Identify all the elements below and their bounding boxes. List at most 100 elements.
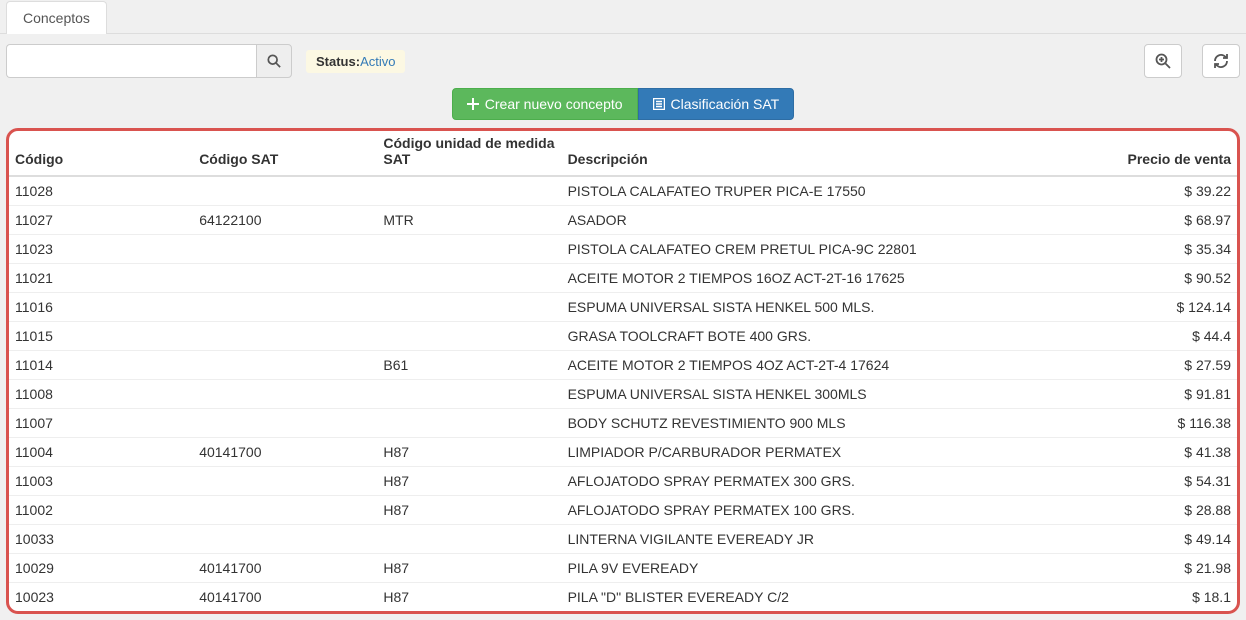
cell-codigo: 11004 (9, 438, 193, 467)
search-icon (267, 54, 281, 68)
table-row[interactable]: 11015 GRASA TOOLCRAFT BOTE 400 GRS.$ 44.4 (9, 322, 1237, 351)
cell-unidad (377, 176, 561, 206)
cell-descripcion: GRASA TOOLCRAFT BOTE 400 GRS. (562, 322, 1053, 351)
cell-codigo_sat (193, 293, 377, 322)
table-row[interactable]: 11028 PISTOLA CALAFATEO TRUPER PICA-E 175… (9, 176, 1237, 206)
cell-precio: $ 28.88 (1053, 496, 1237, 525)
cell-unidad (377, 380, 561, 409)
cell-codigo: 11028 (9, 176, 193, 206)
table-row[interactable]: 1002940141700H87PILA 9V EVEREADY$ 21.98 (9, 554, 1237, 583)
crear-concepto-button[interactable]: Crear nuevo concepto (452, 88, 638, 120)
cell-codigo_sat (193, 351, 377, 380)
tab-conceptos[interactable]: Conceptos (6, 1, 107, 34)
table-row[interactable]: 1002340141700H87PILA "D" BLISTER EVEREAD… (9, 583, 1237, 612)
table-row[interactable]: 11014 B61ACEITE MOTOR 2 TIEMPOS 4OZ ACT-2… (9, 351, 1237, 380)
table-row[interactable]: 11002H87AFLOJATODO SPRAY PERMATEX 100 GR… (9, 496, 1237, 525)
list-icon (653, 98, 665, 110)
crear-concepto-label: Crear nuevo concepto (485, 96, 623, 112)
col-descripcion[interactable]: Descripción (562, 131, 1053, 176)
cell-codigo_sat (193, 322, 377, 351)
cell-descripcion: LINTERNA VIGILANTE EVEREADY JR (562, 525, 1053, 554)
cell-codigo_sat (193, 467, 377, 496)
cell-codigo: 11003 (9, 467, 193, 496)
cell-codigo_sat (193, 496, 377, 525)
table-row[interactable]: 11008ESPUMA UNIVERSAL SISTA HENKEL 300ML… (9, 380, 1237, 409)
cell-codigo: 11014 (9, 351, 193, 380)
col-codigo[interactable]: Código (9, 131, 193, 176)
cell-codigo_sat (193, 264, 377, 293)
refresh-icon (1213, 53, 1229, 69)
cell-unidad: H87 (377, 496, 561, 525)
table-row[interactable]: 11016 ESPUMA UNIVERSAL SISTA HENKEL 500 M… (9, 293, 1237, 322)
col-unidad-sat[interactable]: Código unidad de medida SAT (377, 131, 561, 176)
cell-precio: $ 27.59 (1053, 351, 1237, 380)
table-row[interactable]: 1100440141700H87LIMPIADOR P/CARBURADOR P… (9, 438, 1237, 467)
refresh-button[interactable] (1202, 44, 1240, 78)
cell-codigo_sat (193, 176, 377, 206)
cell-codigo: 11007 (9, 409, 193, 438)
table-row[interactable]: 1102764122100MTRASADOR$ 68.97 (9, 206, 1237, 235)
cell-codigo_sat (193, 409, 377, 438)
table-row[interactable]: 11003H87AFLOJATODO SPRAY PERMATEX 300 GR… (9, 467, 1237, 496)
search-button[interactable] (256, 44, 292, 78)
cell-descripcion: ASADOR (562, 206, 1053, 235)
clasificacion-sat-button[interactable]: Clasificación SAT (638, 88, 795, 120)
search-input[interactable] (6, 44, 256, 78)
toolbar: Status:Activo (0, 33, 1246, 88)
cell-codigo: 11015 (9, 322, 193, 351)
cell-precio: $ 68.97 (1053, 206, 1237, 235)
status-label: Status: (316, 54, 360, 69)
zoom-in-icon (1155, 53, 1171, 69)
table-row[interactable]: 11023PISTOLA CALAFATEO CREM PRETUL PICA-… (9, 235, 1237, 264)
cell-unidad (377, 525, 561, 554)
cell-codigo: 10023 (9, 583, 193, 612)
cell-codigo_sat (193, 380, 377, 409)
cell-descripcion: PILA 9V EVEREADY (562, 554, 1053, 583)
cell-descripcion: PISTOLA CALAFATEO TRUPER PICA-E 17550 (562, 176, 1053, 206)
cell-codigo_sat (193, 525, 377, 554)
cell-precio: $ 91.81 (1053, 380, 1237, 409)
cell-precio: $ 35.34 (1053, 235, 1237, 264)
cell-descripcion: PILA "D" BLISTER EVEREADY C/2 (562, 583, 1053, 612)
cell-codigo_sat: 40141700 (193, 583, 377, 612)
cell-descripcion: AFLOJATODO SPRAY PERMATEX 100 GRS. (562, 496, 1053, 525)
cell-codigo: 10033 (9, 525, 193, 554)
cell-precio: $ 49.14 (1053, 525, 1237, 554)
cell-descripcion: ACEITE MOTOR 2 TIEMPOS 16OZ ACT-2T-16 17… (562, 264, 1053, 293)
table-row[interactable]: 11007 BODY SCHUTZ REVESTIMIENTO 900 MLS$ … (9, 409, 1237, 438)
cell-unidad (377, 409, 561, 438)
cell-descripcion: AFLOJATODO SPRAY PERMATEX 300 GRS. (562, 467, 1053, 496)
cell-precio: $ 44.4 (1053, 322, 1237, 351)
cell-unidad: B61 (377, 351, 561, 380)
col-precio[interactable]: Precio de venta (1053, 131, 1237, 176)
status-value: Activo (360, 54, 395, 69)
cell-codigo: 11021 (9, 264, 193, 293)
cell-codigo: 11023 (9, 235, 193, 264)
cell-precio: $ 90.52 (1053, 264, 1237, 293)
zoom-button[interactable] (1144, 44, 1182, 78)
cell-precio: $ 41.38 (1053, 438, 1237, 467)
cell-precio: $ 116.38 (1053, 409, 1237, 438)
status-badge: Status:Activo (306, 50, 405, 73)
cell-precio: $ 124.14 (1053, 293, 1237, 322)
cell-descripcion: BODY SCHUTZ REVESTIMIENTO 900 MLS (562, 409, 1053, 438)
cell-precio: $ 54.31 (1053, 467, 1237, 496)
cell-codigo_sat: 40141700 (193, 554, 377, 583)
table-row[interactable]: 10033 LINTERNA VIGILANTE EVEREADY JR$ 49.… (9, 525, 1237, 554)
cell-unidad: H87 (377, 583, 561, 612)
cell-descripcion: LIMPIADOR P/CARBURADOR PERMATEX (562, 438, 1053, 467)
cell-codigo_sat: 40141700 (193, 438, 377, 467)
cell-precio: $ 39.22 (1053, 176, 1237, 206)
cell-codigo: 11016 (9, 293, 193, 322)
cell-descripcion: ACEITE MOTOR 2 TIEMPOS 4OZ ACT-2T-4 1762… (562, 351, 1053, 380)
col-codigo-sat[interactable]: Código SAT (193, 131, 377, 176)
cell-unidad: H87 (377, 438, 561, 467)
cell-descripcion: ESPUMA UNIVERSAL SISTA HENKEL 500 MLS. (562, 293, 1053, 322)
table-row[interactable]: 11021 ACEITE MOTOR 2 TIEMPOS 16OZ ACT-2T-… (9, 264, 1237, 293)
cell-precio: $ 18.1 (1053, 583, 1237, 612)
cell-descripcion: ESPUMA UNIVERSAL SISTA HENKEL 300MLS (562, 380, 1053, 409)
cell-unidad: MTR (377, 206, 561, 235)
plus-icon (467, 98, 479, 110)
conceptos-table: Código Código SAT Código unidad de medid… (9, 131, 1237, 611)
cell-codigo: 11027 (9, 206, 193, 235)
